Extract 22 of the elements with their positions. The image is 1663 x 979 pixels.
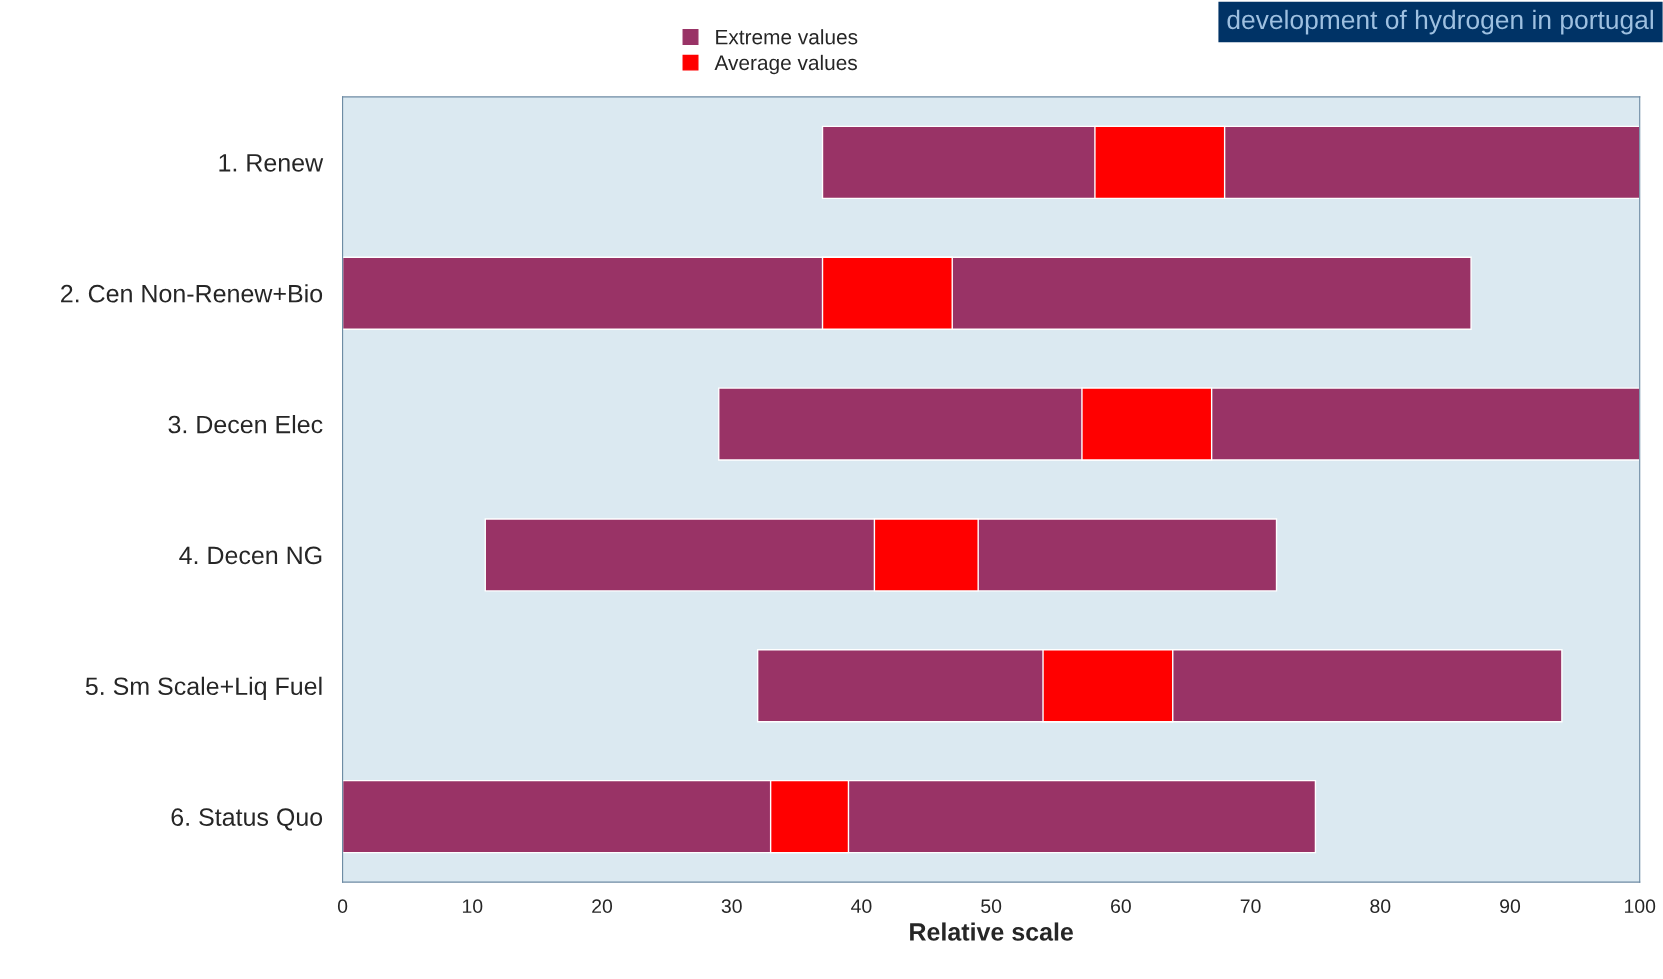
x-tick-label: 30 <box>721 899 742 914</box>
x-tick-label: 90 <box>1500 899 1521 914</box>
y-tick-label: 3. Decen Elec <box>168 415 323 434</box>
y-tick-label: 1. Renew <box>219 154 324 172</box>
bar <box>342 779 1317 854</box>
x-tick-label: 50 <box>981 899 1002 914</box>
y-tick-label: 4. Decen NG <box>179 546 322 565</box>
x-tick-label: 20 <box>592 899 613 914</box>
x-tick-label: 0 <box>337 899 348 914</box>
y-tick-label: 5. Sm Scale+Liq Fuel <box>85 676 322 701</box>
legend-label: Average values <box>714 54 857 75</box>
legend-label: Extreme values <box>716 29 858 45</box>
x-tick-label: 40 <box>851 899 872 914</box>
y-tick-label: 6. Status Quo <box>171 808 323 831</box>
x-tick-label: 10 <box>462 899 483 914</box>
x-axis-title: Relative scale <box>910 922 1073 941</box>
x-tick-label: 80 <box>1370 899 1391 914</box>
x-tick-label: 60 <box>1111 899 1131 914</box>
x-tick-label: 100 <box>1624 899 1656 914</box>
x-tick-label: 70 <box>1240 899 1261 914</box>
text: development of hydrogen in portugal <box>1227 9 1653 35</box>
y-tick-label: 2. Cen Non-Renew+Bio <box>61 284 323 303</box>
